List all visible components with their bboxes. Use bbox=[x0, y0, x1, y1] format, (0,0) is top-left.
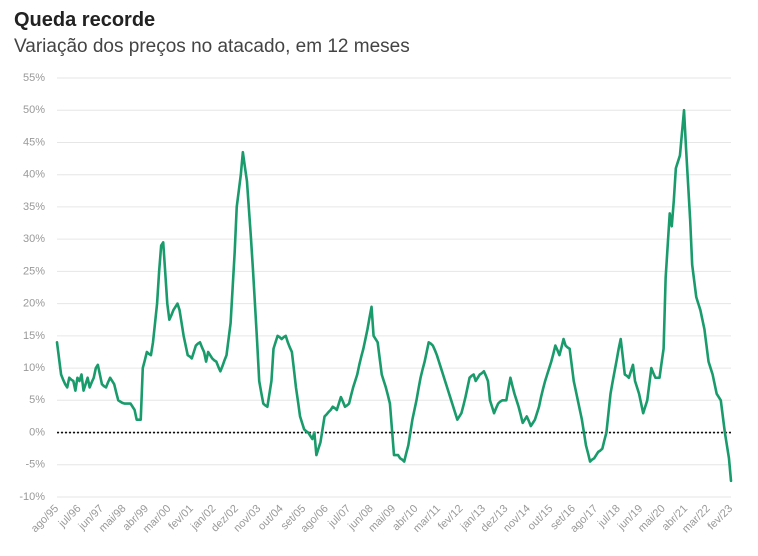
y-tick-label: 0% bbox=[29, 426, 45, 438]
y-tick-label: 30% bbox=[23, 233, 45, 245]
x-tick-label: out/04 bbox=[256, 503, 286, 533]
y-tick-label: 35% bbox=[23, 201, 45, 213]
chart-title: Queda recorde bbox=[14, 9, 155, 31]
x-tick-label: ago/95 bbox=[29, 503, 61, 535]
line bbox=[55, 108, 733, 483]
y-tick-label: 50% bbox=[23, 104, 45, 116]
x-tick-label: out/15 bbox=[525, 503, 555, 533]
y-tick-label: 5% bbox=[29, 394, 45, 406]
chart-subtitle: Variação dos preços no atacado, em 12 me… bbox=[14, 36, 410, 57]
y-tick-label: 10% bbox=[23, 362, 45, 374]
y-tick-label: -10% bbox=[19, 491, 45, 503]
y-tick-label: -5% bbox=[25, 459, 45, 471]
y-tick-label: 45% bbox=[23, 136, 45, 148]
y-tick-label: 25% bbox=[23, 265, 45, 277]
y-tick-label: 40% bbox=[23, 169, 45, 181]
y-tick-label: 55% bbox=[23, 72, 45, 84]
y-tick-label: 15% bbox=[23, 330, 45, 342]
y-tick-label: 20% bbox=[23, 298, 45, 310]
x-tick-label: fev/23 bbox=[705, 503, 735, 533]
